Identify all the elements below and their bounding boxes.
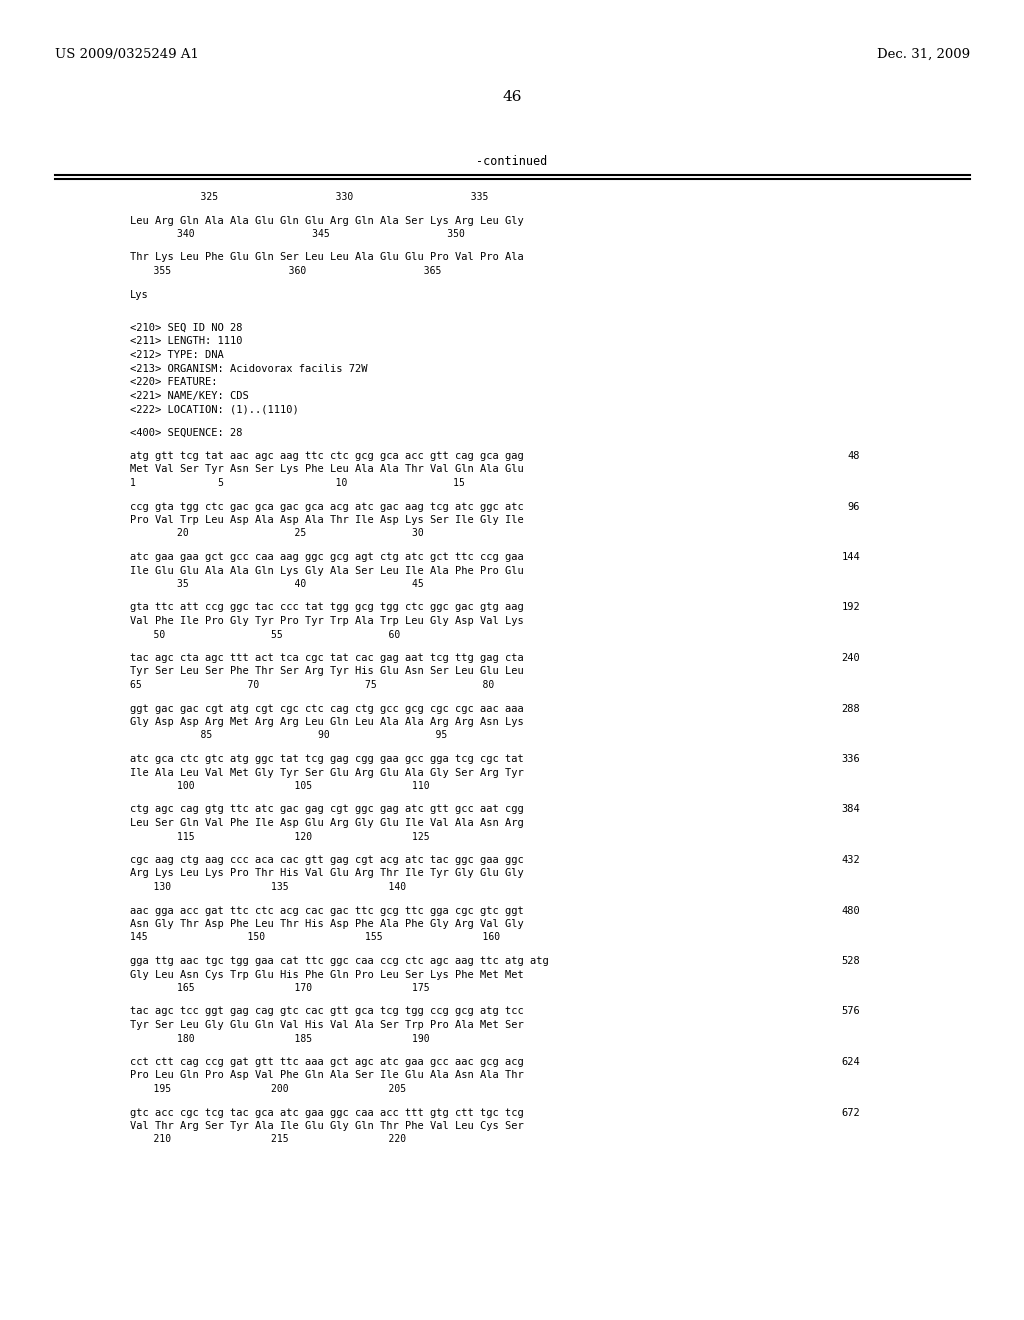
Text: atc gaa gaa gct gcc caa aag ggc gcg agt ctg atc gct ttc ccg gaa: atc gaa gaa gct gcc caa aag ggc gcg agt … (130, 552, 523, 562)
Text: Val Thr Arg Ser Tyr Ala Ile Glu Gly Gln Thr Phe Val Leu Cys Ser: Val Thr Arg Ser Tyr Ala Ile Glu Gly Gln … (130, 1121, 523, 1131)
Text: tac agc tcc ggt gag cag gtc cac gtt gca tcg tgg ccg gcg atg tcc: tac agc tcc ggt gag cag gtc cac gtt gca … (130, 1006, 523, 1016)
Text: 384: 384 (842, 804, 860, 814)
Text: gta ttc att ccg ggc tac ccc tat tgg gcg tgg ctc ggc gac gtg aag: gta ttc att ccg ggc tac ccc tat tgg gcg … (130, 602, 523, 612)
Text: 165                 170                 175: 165 170 175 (130, 983, 430, 993)
Text: 85                  90                  95: 85 90 95 (130, 730, 447, 741)
Text: Lys: Lys (130, 289, 148, 300)
Text: 195                 200                 205: 195 200 205 (130, 1084, 407, 1094)
Text: 576: 576 (842, 1006, 860, 1016)
Text: 672: 672 (842, 1107, 860, 1118)
Text: 624: 624 (842, 1057, 860, 1067)
Text: Leu Arg Gln Ala Ala Glu Gln Glu Arg Gln Ala Ser Lys Arg Leu Gly: Leu Arg Gln Ala Ala Glu Gln Glu Arg Gln … (130, 215, 523, 226)
Text: gga ttg aac tgc tgg gaa cat ttc ggc caa ccg ctc agc aag ttc atg atg: gga ttg aac tgc tgg gaa cat ttc ggc caa … (130, 956, 549, 966)
Text: 130                 135                 140: 130 135 140 (130, 882, 407, 892)
Text: ccg gta tgg ctc gac gca gac gca acg atc gac aag tcg atc ggc atc: ccg gta tgg ctc gac gca gac gca acg atc … (130, 502, 523, 511)
Text: gtc acc cgc tcg tac gca atc gaa ggc caa acc ttt gtg ctt tgc tcg: gtc acc cgc tcg tac gca atc gaa ggc caa … (130, 1107, 523, 1118)
Text: ctg agc cag gtg ttc atc gac gag cgt ggc gag atc gtt gcc aat cgg: ctg agc cag gtg ttc atc gac gag cgt ggc … (130, 804, 523, 814)
Text: 432: 432 (842, 855, 860, 865)
Text: 288: 288 (842, 704, 860, 714)
Text: 340                    345                    350: 340 345 350 (130, 228, 465, 239)
Text: 145                 150                 155                 160: 145 150 155 160 (130, 932, 500, 942)
Text: atc gca ctc gtc atg ggc tat tcg gag cgg gaa gcc gga tcg cgc tat: atc gca ctc gtc atg ggc tat tcg gag cgg … (130, 754, 523, 764)
Text: Gly Asp Asp Arg Met Arg Arg Leu Gln Leu Ala Ala Arg Arg Asn Lys: Gly Asp Asp Arg Met Arg Arg Leu Gln Leu … (130, 717, 523, 727)
Text: 144: 144 (842, 552, 860, 562)
Text: cct ctt cag ccg gat gtt ttc aaa gct agc atc gaa gcc aac gcg acg: cct ctt cag ccg gat gtt ttc aaa gct agc … (130, 1057, 523, 1067)
Text: <210> SEQ ID NO 28: <210> SEQ ID NO 28 (130, 323, 243, 333)
Text: 210                 215                 220: 210 215 220 (130, 1134, 407, 1144)
Text: Val Phe Ile Pro Gly Tyr Pro Tyr Trp Ala Trp Leu Gly Asp Val Lys: Val Phe Ile Pro Gly Tyr Pro Tyr Trp Ala … (130, 616, 523, 626)
Text: 35                  40                  45: 35 40 45 (130, 579, 424, 589)
Text: <220> FEATURE:: <220> FEATURE: (130, 378, 217, 387)
Text: 480: 480 (842, 906, 860, 916)
Text: 20                  25                  30: 20 25 30 (130, 528, 424, 539)
Text: ggt gac gac cgt atg cgt cgc ctc cag ctg gcc gcg cgc cgc aac aaa: ggt gac gac cgt atg cgt cgc ctc cag ctg … (130, 704, 523, 714)
Text: Ile Glu Glu Ala Ala Gln Lys Gly Ala Ser Leu Ile Ala Phe Pro Glu: Ile Glu Glu Ala Ala Gln Lys Gly Ala Ser … (130, 565, 523, 576)
Text: Pro Val Trp Leu Asp Ala Asp Ala Thr Ile Asp Lys Ser Ile Gly Ile: Pro Val Trp Leu Asp Ala Asp Ala Thr Ile … (130, 515, 523, 525)
Text: 355                    360                    365: 355 360 365 (130, 267, 441, 276)
Text: Gly Leu Asn Cys Trp Glu His Phe Gln Pro Leu Ser Lys Phe Met Met: Gly Leu Asn Cys Trp Glu His Phe Gln Pro … (130, 969, 523, 979)
Text: 336: 336 (842, 754, 860, 764)
Text: <211> LENGTH: 1110: <211> LENGTH: 1110 (130, 337, 243, 346)
Text: cgc aag ctg aag ccc aca cac gtt gag cgt acg atc tac ggc gaa ggc: cgc aag ctg aag ccc aca cac gtt gag cgt … (130, 855, 523, 865)
Text: <400> SEQUENCE: 28: <400> SEQUENCE: 28 (130, 428, 243, 437)
Text: Met Val Ser Tyr Asn Ser Lys Phe Leu Ala Ala Thr Val Gln Ala Glu: Met Val Ser Tyr Asn Ser Lys Phe Leu Ala … (130, 465, 523, 474)
Text: Thr Lys Leu Phe Glu Gln Ser Leu Leu Ala Glu Glu Pro Val Pro Ala: Thr Lys Leu Phe Glu Gln Ser Leu Leu Ala … (130, 252, 523, 263)
Text: 46: 46 (502, 90, 522, 104)
Text: 100                 105                 110: 100 105 110 (130, 781, 430, 791)
Text: 115                 120                 125: 115 120 125 (130, 832, 430, 842)
Text: Pro Leu Gln Pro Asp Val Phe Gln Ala Ser Ile Glu Ala Asn Ala Thr: Pro Leu Gln Pro Asp Val Phe Gln Ala Ser … (130, 1071, 523, 1081)
Text: 192: 192 (842, 602, 860, 612)
Text: <221> NAME/KEY: CDS: <221> NAME/KEY: CDS (130, 391, 249, 400)
Text: Tyr Ser Leu Ser Phe Thr Ser Arg Tyr His Glu Asn Ser Leu Glu Leu: Tyr Ser Leu Ser Phe Thr Ser Arg Tyr His … (130, 667, 523, 676)
Text: 240: 240 (842, 653, 860, 663)
Text: 48: 48 (848, 451, 860, 461)
Text: 325                    330                    335: 325 330 335 (130, 191, 488, 202)
Text: -continued: -continued (476, 154, 548, 168)
Text: 1              5                   10                  15: 1 5 10 15 (130, 478, 465, 488)
Text: Dec. 31, 2009: Dec. 31, 2009 (877, 48, 970, 61)
Text: <213> ORGANISM: Acidovorax facilis 72W: <213> ORGANISM: Acidovorax facilis 72W (130, 363, 368, 374)
Text: Arg Lys Leu Lys Pro Thr His Val Glu Arg Thr Ile Tyr Gly Glu Gly: Arg Lys Leu Lys Pro Thr His Val Glu Arg … (130, 869, 523, 879)
Text: 180                 185                 190: 180 185 190 (130, 1034, 430, 1044)
Text: 50                  55                  60: 50 55 60 (130, 630, 400, 639)
Text: US 2009/0325249 A1: US 2009/0325249 A1 (55, 48, 199, 61)
Text: aac gga acc gat ttc ctc acg cac gac ttc gcg ttc gga cgc gtc ggt: aac gga acc gat ttc ctc acg cac gac ttc … (130, 906, 523, 916)
Text: 96: 96 (848, 502, 860, 511)
Text: <212> TYPE: DNA: <212> TYPE: DNA (130, 350, 224, 360)
Text: <222> LOCATION: (1)..(1110): <222> LOCATION: (1)..(1110) (130, 404, 299, 414)
Text: Ile Ala Leu Val Met Gly Tyr Ser Glu Arg Glu Ala Gly Ser Arg Tyr: Ile Ala Leu Val Met Gly Tyr Ser Glu Arg … (130, 767, 523, 777)
Text: atg gtt tcg tat aac agc aag ttc ctc gcg gca acc gtt cag gca gag: atg gtt tcg tat aac agc aag ttc ctc gcg … (130, 451, 523, 461)
Text: 528: 528 (842, 956, 860, 966)
Text: Asn Gly Thr Asp Phe Leu Thr His Asp Phe Ala Phe Gly Arg Val Gly: Asn Gly Thr Asp Phe Leu Thr His Asp Phe … (130, 919, 523, 929)
Text: tac agc cta agc ttt act tca cgc tat cac gag aat tcg ttg gag cta: tac agc cta agc ttt act tca cgc tat cac … (130, 653, 523, 663)
Text: Tyr Ser Leu Gly Glu Gln Val His Val Ala Ser Trp Pro Ala Met Ser: Tyr Ser Leu Gly Glu Gln Val His Val Ala … (130, 1020, 523, 1030)
Text: Leu Ser Gln Val Phe Ile Asp Glu Arg Gly Glu Ile Val Ala Asn Arg: Leu Ser Gln Val Phe Ile Asp Glu Arg Gly … (130, 818, 523, 828)
Text: 65                  70                  75                  80: 65 70 75 80 (130, 680, 495, 690)
